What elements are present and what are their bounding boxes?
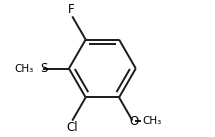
Text: Cl: Cl [66, 121, 78, 134]
Text: O: O [129, 115, 138, 128]
Text: S: S [40, 62, 48, 75]
Text: F: F [68, 3, 75, 16]
Text: CH₃: CH₃ [15, 64, 34, 73]
Text: CH₃: CH₃ [143, 116, 162, 126]
